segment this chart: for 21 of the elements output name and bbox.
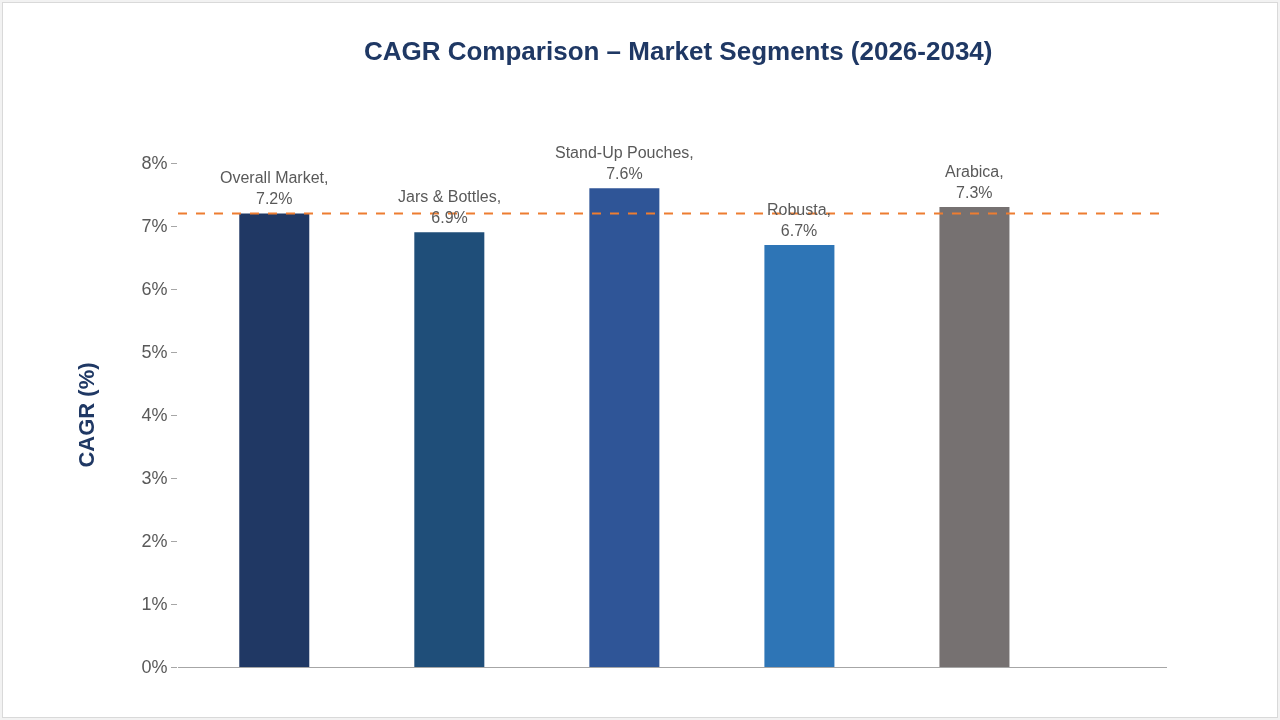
data-label: Arabica, 7.3% <box>945 163 1004 201</box>
y-tick-label: 7% <box>141 216 168 237</box>
bar <box>589 188 660 667</box>
chart-title: CAGR Comparison – Market Segments (2026-2034) <box>363 36 993 67</box>
bar <box>939 207 1010 667</box>
data-label: Jars & Bottles, 6.9% <box>398 188 502 226</box>
data-label: Stand-Up Pouches, 7.6% <box>555 144 694 182</box>
y-tick-label: 4% <box>141 405 168 426</box>
y-tick-label: 2% <box>141 531 168 552</box>
y-axis-title: CAGR (%) <box>74 362 100 468</box>
y-tick-label: 3% <box>141 468 168 489</box>
y-tick-label: 0% <box>141 657 168 678</box>
data-label: Robusta, 6.7% <box>767 201 832 239</box>
y-tick-label: 6% <box>141 279 168 300</box>
y-tick-label: 5% <box>141 342 168 363</box>
bar <box>764 244 835 667</box>
bar <box>239 213 310 667</box>
y-tick-label: 1% <box>141 594 168 615</box>
data-label: Overall Market, 7.2% <box>220 169 329 207</box>
bar <box>414 232 485 667</box>
y-tick-label: 8% <box>141 153 168 174</box>
